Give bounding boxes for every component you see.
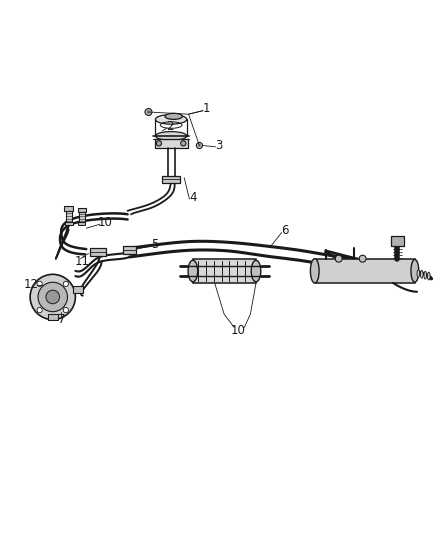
Circle shape [196, 142, 202, 149]
Circle shape [38, 282, 67, 312]
Ellipse shape [424, 271, 427, 279]
Bar [64, 206, 73, 211]
Ellipse shape [165, 114, 183, 119]
Bar [162, 175, 180, 182]
Ellipse shape [251, 260, 261, 282]
Ellipse shape [155, 115, 187, 124]
Text: 6: 6 [281, 224, 289, 237]
Circle shape [147, 110, 150, 114]
Circle shape [335, 255, 342, 262]
Bar [391, 236, 403, 246]
Text: 12: 12 [24, 278, 39, 291]
Text: 4: 4 [189, 191, 197, 204]
Ellipse shape [188, 260, 198, 282]
Circle shape [198, 144, 201, 147]
Ellipse shape [427, 272, 430, 280]
Bar [90, 248, 106, 256]
Circle shape [156, 141, 162, 146]
Bar [47, 314, 58, 320]
Circle shape [63, 308, 68, 313]
Bar [78, 222, 85, 225]
Bar [78, 208, 86, 212]
Circle shape [145, 109, 152, 116]
Bar [193, 259, 256, 283]
Ellipse shape [155, 132, 187, 140]
Text: 7: 7 [58, 313, 65, 326]
Text: 11: 11 [74, 255, 89, 268]
Bar [65, 222, 73, 225]
Bar [79, 212, 85, 223]
Bar [155, 139, 187, 148]
Ellipse shape [411, 260, 419, 282]
Circle shape [359, 255, 366, 262]
Circle shape [30, 274, 75, 320]
Circle shape [37, 308, 42, 313]
Text: 10: 10 [231, 325, 246, 337]
Bar [123, 246, 136, 254]
Text: 1: 1 [203, 102, 211, 116]
Ellipse shape [417, 270, 420, 277]
Bar [315, 259, 415, 283]
Bar [66, 211, 72, 223]
Text: 10: 10 [98, 216, 113, 230]
Ellipse shape [420, 270, 423, 278]
Text: 3: 3 [215, 139, 223, 152]
Circle shape [181, 141, 186, 146]
Text: 5: 5 [151, 238, 158, 251]
Circle shape [37, 281, 42, 286]
Circle shape [46, 290, 60, 304]
Bar [73, 286, 83, 293]
Ellipse shape [311, 259, 319, 283]
Circle shape [63, 281, 68, 286]
Text: 2: 2 [166, 120, 174, 133]
